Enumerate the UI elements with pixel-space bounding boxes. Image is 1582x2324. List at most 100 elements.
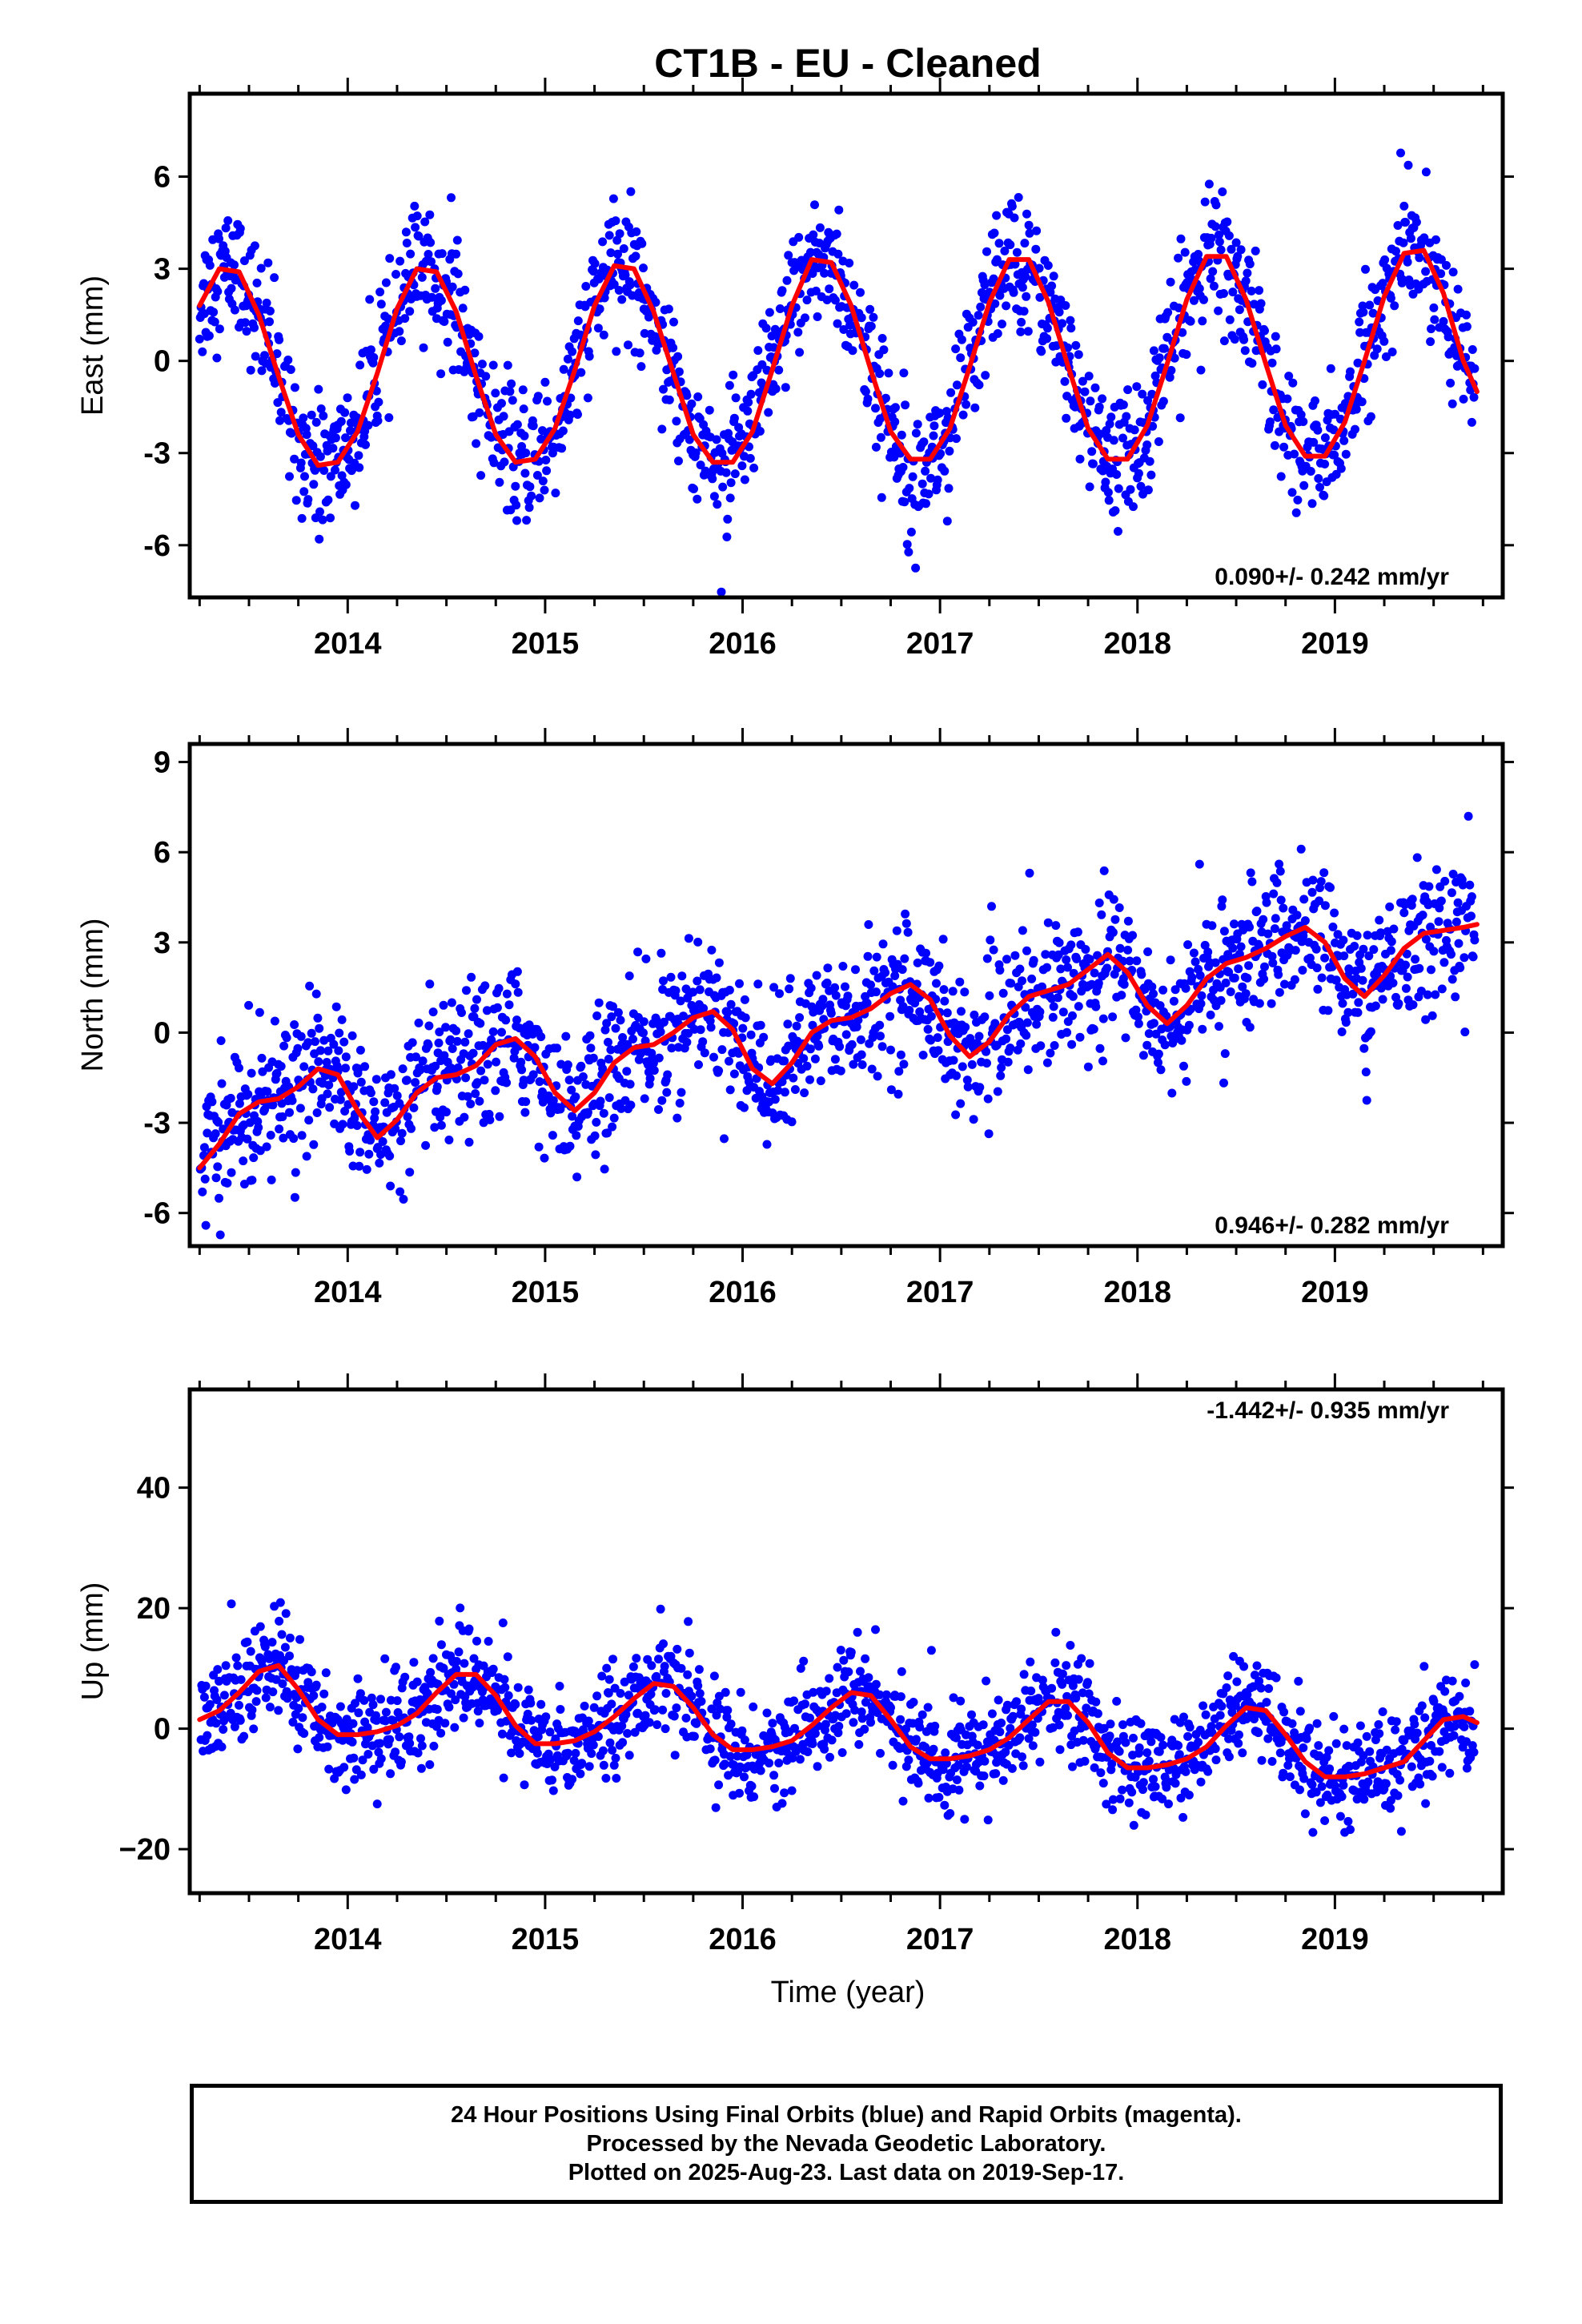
data-point <box>1062 1661 1071 1671</box>
data-point <box>1312 1719 1322 1728</box>
data-point <box>235 1099 244 1108</box>
data-point <box>1118 433 1127 443</box>
data-point <box>226 1093 235 1103</box>
data-point <box>323 1742 332 1751</box>
data-point <box>849 1718 858 1727</box>
data-point <box>960 987 970 997</box>
data-point <box>1359 1043 1369 1053</box>
data-point <box>230 305 239 315</box>
data-point <box>644 312 653 322</box>
data-point <box>1104 496 1114 505</box>
data-point <box>413 1748 423 1758</box>
data-point <box>926 1011 936 1021</box>
data-point <box>967 1710 976 1719</box>
data-point <box>1436 255 1446 264</box>
data-point <box>962 1762 971 1771</box>
data-point <box>1114 1747 1124 1756</box>
data-point <box>1106 1719 1115 1729</box>
data-point <box>775 304 785 313</box>
data-point <box>1462 1763 1472 1773</box>
data-point <box>712 435 721 444</box>
data-point <box>1431 235 1440 244</box>
data-point <box>674 456 683 466</box>
data-point <box>1068 1762 1077 1771</box>
data-point <box>982 1059 991 1068</box>
data-point <box>1386 1795 1395 1805</box>
data-point <box>507 379 516 388</box>
data-point <box>219 1725 228 1734</box>
data-point <box>231 1653 241 1663</box>
data-point <box>1391 1717 1401 1727</box>
data-point <box>1102 963 1112 973</box>
data-point <box>586 1043 596 1053</box>
data-point <box>592 1011 602 1020</box>
data-point <box>1002 301 1011 311</box>
data-point <box>1195 283 1204 293</box>
data-point <box>400 314 410 324</box>
data-point <box>1002 955 1011 964</box>
data-point <box>1417 1701 1427 1711</box>
data-point <box>1375 915 1384 925</box>
data-point <box>1198 1024 1207 1034</box>
data-point <box>602 1663 612 1673</box>
data-point <box>475 1096 484 1106</box>
data-point <box>616 1104 626 1113</box>
data-point <box>590 1131 600 1140</box>
data-point <box>1207 233 1216 243</box>
data-point <box>1050 1041 1059 1050</box>
x-tick-label: 2014 <box>314 627 382 661</box>
data-point <box>985 991 994 1000</box>
data-point <box>1267 999 1276 1008</box>
data-point <box>939 985 949 995</box>
data-point <box>1403 160 1413 170</box>
data-point <box>201 1220 211 1230</box>
x-tick-label: 2018 <box>1103 1276 1171 1309</box>
data-point <box>322 1058 331 1067</box>
data-point <box>1395 1775 1405 1785</box>
data-point <box>1010 259 1020 269</box>
data-point <box>1110 915 1120 924</box>
data-point <box>628 1035 637 1043</box>
data-point <box>886 1085 896 1095</box>
data-point <box>461 1073 471 1083</box>
data-point <box>982 247 991 256</box>
data-point <box>645 1074 655 1084</box>
data-point <box>698 1037 708 1047</box>
data-point <box>838 962 848 971</box>
data-point <box>1179 1061 1188 1071</box>
data-point <box>1211 1755 1221 1765</box>
data-point <box>1211 222 1220 231</box>
data-point <box>515 1749 524 1759</box>
data-point <box>894 1067 904 1076</box>
data-point <box>308 441 318 451</box>
data-point <box>612 235 622 245</box>
data-point <box>207 1097 217 1107</box>
data-point <box>997 1063 1006 1072</box>
data-point <box>1381 1779 1391 1788</box>
data-point <box>497 399 506 408</box>
data-point <box>952 380 962 390</box>
data-point <box>260 1105 269 1115</box>
data-point <box>1101 477 1110 487</box>
data-point <box>545 1727 555 1737</box>
data-point <box>1094 402 1104 412</box>
data-point <box>695 1689 705 1699</box>
data-point <box>604 1675 614 1684</box>
data-point <box>353 1674 363 1683</box>
data-point <box>447 1689 456 1699</box>
data-point <box>1106 412 1116 422</box>
data-point <box>448 282 457 292</box>
data-point <box>213 287 223 296</box>
data-point <box>1307 499 1317 509</box>
data-point <box>1218 187 1227 196</box>
data-point <box>435 1616 444 1626</box>
data-point <box>1050 1658 1060 1667</box>
x-tick-label: 2015 <box>512 1923 580 1956</box>
data-point <box>712 973 721 983</box>
data-point <box>1109 436 1118 445</box>
data-point <box>886 1703 895 1712</box>
data-point <box>246 365 255 375</box>
data-point <box>861 1698 870 1707</box>
data-point <box>1387 937 1396 947</box>
data-point <box>1230 973 1239 983</box>
